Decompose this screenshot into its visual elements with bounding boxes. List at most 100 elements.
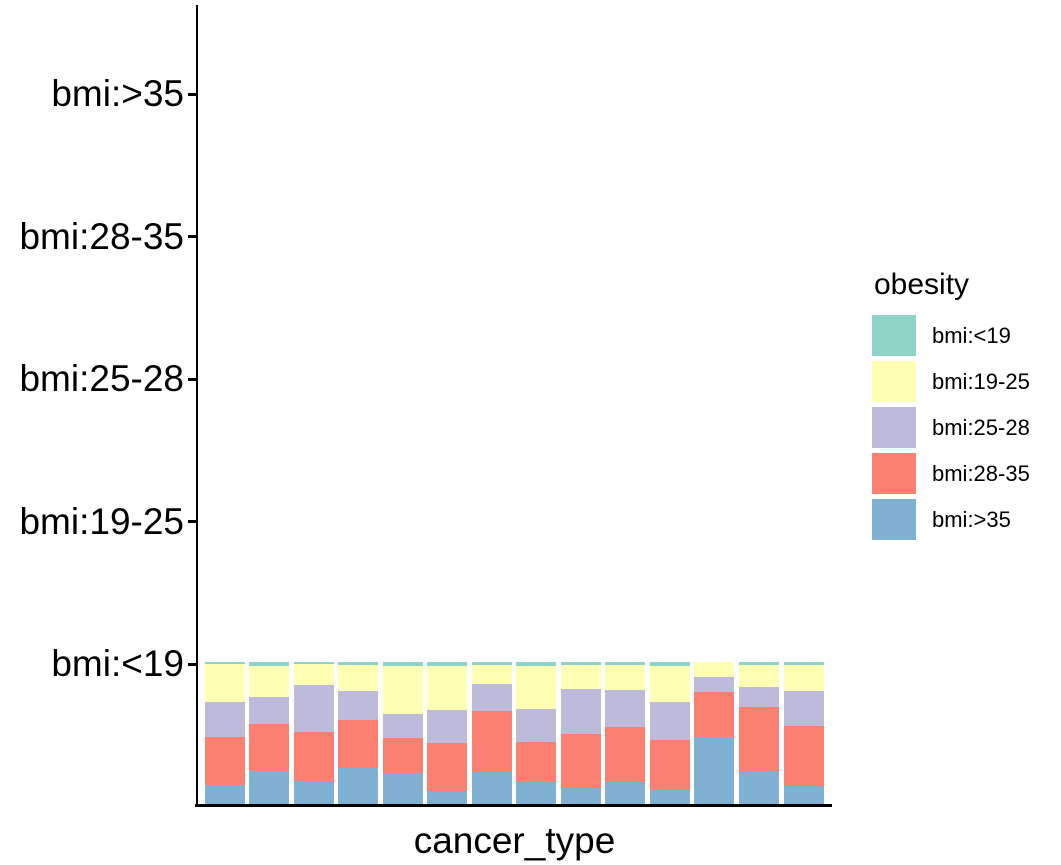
bar-segment-bmi2528 xyxy=(649,701,690,741)
bar-segment-bmi2835 xyxy=(560,734,601,789)
bar-segment-bmi2528 xyxy=(605,689,646,727)
bar xyxy=(204,662,245,804)
y-tick-mark xyxy=(188,662,196,666)
bar-segment-bmi35 xyxy=(338,768,379,804)
bar xyxy=(338,662,379,804)
bar-segment-bmi19 xyxy=(649,662,690,666)
bar-segment-bmi2835 xyxy=(204,736,245,785)
bar-segment-bmi2835 xyxy=(427,742,468,792)
bar-segment-bmi2835 xyxy=(338,720,379,769)
legend-label: bmi:19-25 xyxy=(932,368,1030,394)
bar-segment-bmi2528 xyxy=(338,691,379,721)
bar xyxy=(738,662,779,804)
legend-swatch xyxy=(872,407,916,448)
bar-segment-bmi35 xyxy=(516,781,557,804)
bar-segment-bmi2835 xyxy=(293,731,334,782)
bar xyxy=(605,662,646,804)
bar-segment-bmi35 xyxy=(204,784,245,804)
bar-segment-bmi2528 xyxy=(471,683,512,711)
bar-segment-bmi1925 xyxy=(783,664,824,692)
bar-segment-bmi2528 xyxy=(560,688,601,735)
bar-segment-bmi2528 xyxy=(427,710,468,743)
bar-segment-bmi1925 xyxy=(427,665,468,711)
legend-swatch xyxy=(872,499,916,540)
bar-segment-bmi2528 xyxy=(204,702,245,737)
bar-segment-bmi19 xyxy=(382,662,423,667)
y-tick-mark xyxy=(188,235,196,238)
legend-item: bmi:<19 xyxy=(872,315,1060,356)
legend: obesity bmi:<19 bmi:19-25 bmi:25-28 bmi:28-… xyxy=(872,268,1060,545)
bar-segment-bmi1925 xyxy=(738,664,779,687)
bar-segment-bmi19 xyxy=(738,662,779,665)
bar-segment-bmi19 xyxy=(471,662,512,665)
bar xyxy=(649,662,690,804)
bar-segment-bmi2835 xyxy=(738,706,779,772)
bar-segment-bmi2835 xyxy=(783,725,824,786)
bar-segment-bmi2528 xyxy=(783,691,824,726)
legend-label: bmi:28-35 xyxy=(932,460,1030,486)
bar-segment-bmi2835 xyxy=(516,742,557,782)
bar-segment-bmi1925 xyxy=(204,664,245,703)
y-tick-label: bmi:>35 xyxy=(51,73,184,114)
bar-segment-bmi1925 xyxy=(471,664,512,684)
bar-segment-bmi2528 xyxy=(382,713,423,738)
bar-segment-bmi2835 xyxy=(471,710,512,772)
x-axis-line xyxy=(195,804,832,807)
bar-segment-bmi35 xyxy=(694,736,735,804)
y-tick-label: bmi:28-35 xyxy=(19,215,184,257)
legend-swatch xyxy=(872,361,916,402)
legend-item: bmi:>35 xyxy=(872,499,1060,540)
y-tick-label: bmi:<19 xyxy=(51,643,184,684)
legend-label: bmi:>35 xyxy=(932,506,1011,532)
legend-swatch xyxy=(872,315,916,356)
bar-segment-bmi19 xyxy=(783,662,824,665)
bar xyxy=(783,662,824,804)
bar-segment-bmi1925 xyxy=(293,664,334,685)
y-tick-label: bmi:19-25 xyxy=(19,500,184,542)
bar-segment-bmi2835 xyxy=(249,724,290,771)
bar xyxy=(249,662,290,804)
bar xyxy=(694,662,735,804)
bar-segment-bmi35 xyxy=(249,770,290,804)
bar-segment-bmi1925 xyxy=(694,662,735,677)
bar-segment-bmi19 xyxy=(427,662,468,666)
bar-segment-bmi1925 xyxy=(649,665,690,702)
bar-segment-bmi2835 xyxy=(649,740,690,790)
bar-segment-bmi1925 xyxy=(516,666,557,709)
bar-segment-bmi35 xyxy=(382,773,423,804)
y-tick-label: bmi:25-28 xyxy=(19,358,184,399)
bar-segment-bmi19 xyxy=(204,662,245,665)
x-axis-title: cancer_type xyxy=(413,820,616,861)
bar-segment-bmi19 xyxy=(249,662,290,667)
y-axis-line xyxy=(196,5,198,806)
y-tick-mark xyxy=(188,92,196,96)
bar xyxy=(427,662,468,804)
bar-segment-bmi19 xyxy=(516,662,557,667)
bar-segment-bmi19 xyxy=(293,662,334,665)
bar-segment-bmi35 xyxy=(605,781,646,804)
bar xyxy=(516,662,557,804)
legend-item: bmi:25-28 xyxy=(872,407,1060,448)
bar-segment-bmi2528 xyxy=(694,676,735,692)
bar xyxy=(471,662,512,804)
bar xyxy=(560,662,601,804)
legend-label: bmi:25-28 xyxy=(932,414,1030,440)
bar-segment-bmi19 xyxy=(560,662,601,665)
bar-segment-bmi1925 xyxy=(560,664,601,689)
legend-title: obesity xyxy=(874,268,970,301)
bar-segment-bmi19 xyxy=(605,662,646,665)
bar-segment-bmi35 xyxy=(427,791,468,804)
bar-segment-bmi1925 xyxy=(382,666,423,714)
bar-segment-bmi1925 xyxy=(605,664,646,690)
y-tick-mark xyxy=(188,377,196,381)
bar-segment-bmi2835 xyxy=(694,691,735,737)
bar xyxy=(382,662,423,804)
legend-item: bmi:19-25 xyxy=(872,361,1060,402)
bar-segment-bmi2528 xyxy=(249,696,290,725)
bar-segment-bmi2835 xyxy=(605,726,646,782)
legend-label: bmi:<19 xyxy=(932,322,1011,348)
bar-segment-bmi2528 xyxy=(293,684,334,732)
bar-segment-bmi35 xyxy=(471,772,512,804)
bar-segment-bmi2835 xyxy=(382,737,423,774)
